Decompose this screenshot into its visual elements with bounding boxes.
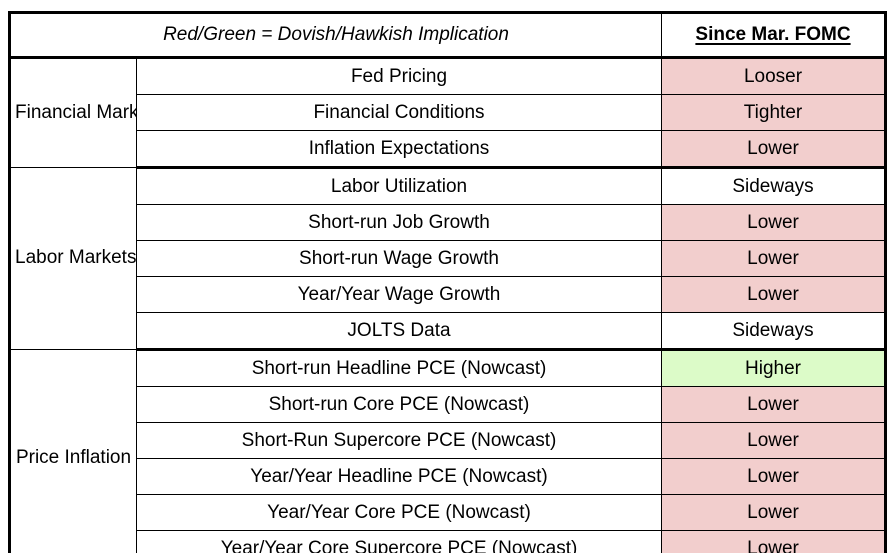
header-legend: Red/Green = Dovish/Hawkish Implication bbox=[9, 12, 662, 59]
status-cell: Higher bbox=[661, 349, 886, 387]
indicator-cell: Year/Year Core Supercore PCE (Nowcast) bbox=[136, 530, 662, 553]
status-cell: Lower bbox=[661, 530, 886, 553]
status-cell: Lower bbox=[661, 386, 886, 423]
status-cell: Lower bbox=[661, 130, 886, 169]
implication-table: Red/Green = Dovish/Hawkish Implication S… bbox=[8, 11, 887, 553]
table-row: Short-run Core PCE (Nowcast) Lower bbox=[10, 386, 886, 423]
category-cell-financial-markets: Financial Markets bbox=[9, 57, 137, 168]
indicator-cell: JOLTS Data bbox=[136, 312, 662, 351]
table-row: Year/Year Core PCE (Nowcast) Lower bbox=[10, 494, 886, 531]
status-cell: Sideways bbox=[661, 167, 886, 205]
status-cell: Lower bbox=[661, 204, 886, 241]
status-cell: Lower bbox=[661, 458, 886, 495]
table-row: Short-Run Supercore PCE (Nowcast) Lower bbox=[10, 422, 886, 459]
status-cell: Sideways bbox=[661, 312, 886, 351]
indicator-cell: Financial Conditions bbox=[136, 94, 662, 131]
indicator-cell: Year/Year Headline PCE (Nowcast) bbox=[136, 458, 662, 495]
status-cell: Tighter bbox=[661, 94, 886, 131]
indicator-cell: Labor Utilization bbox=[136, 167, 662, 205]
indicator-cell: Short-Run Supercore PCE (Nowcast) bbox=[136, 422, 662, 459]
table-row: Year/Year Headline PCE (Nowcast) Lower bbox=[10, 458, 886, 495]
table-row: Year/Year Core Supercore PCE (Nowcast) L… bbox=[10, 530, 886, 553]
header-since-fomc: Since Mar. FOMC bbox=[661, 12, 886, 59]
indicator-cell: Short-run Job Growth bbox=[136, 204, 662, 241]
category-cell-labor-markets: Labor Markets bbox=[9, 167, 137, 350]
table-row: Financial Conditions Tighter bbox=[10, 94, 886, 131]
indicator-cell: Year/Year Wage Growth bbox=[136, 276, 662, 313]
status-cell: Looser bbox=[661, 57, 886, 95]
indicator-cell: Inflation Expectations bbox=[136, 130, 662, 169]
table-row: JOLTS Data Sideways bbox=[10, 312, 886, 351]
status-cell: Lower bbox=[661, 422, 886, 459]
indicator-cell: Year/Year Core PCE (Nowcast) bbox=[136, 494, 662, 531]
table-row: Financial Markets Fed Pricing Looser bbox=[9, 57, 886, 168]
status-cell: Lower bbox=[661, 276, 886, 313]
status-cell: Lower bbox=[661, 494, 886, 531]
indicator-cell: Short-run Wage Growth bbox=[136, 240, 662, 277]
category-cell-price-inflation: Price Inflation bbox=[9, 349, 137, 553]
indicator-cell: Fed Pricing bbox=[136, 57, 662, 95]
table-row: Year/Year Wage Growth Lower bbox=[10, 276, 886, 313]
table-header-row: Red/Green = Dovish/Hawkish Implication S… bbox=[9, 12, 886, 59]
table-row: Short-run Job Growth Lower bbox=[10, 204, 886, 241]
indicator-cell: Short-run Headline PCE (Nowcast) bbox=[136, 349, 662, 387]
status-cell: Lower bbox=[661, 240, 886, 277]
table-row: Short-run Wage Growth Lower bbox=[10, 240, 886, 277]
indicator-cell: Short-run Core PCE (Nowcast) bbox=[136, 386, 662, 423]
table-row: Price Inflation Short-run Headline PCE (… bbox=[9, 349, 886, 553]
table-row: Labor Markets Labor Utilization Sideways bbox=[9, 167, 886, 350]
table-row: Inflation Expectations Lower bbox=[10, 130, 886, 169]
